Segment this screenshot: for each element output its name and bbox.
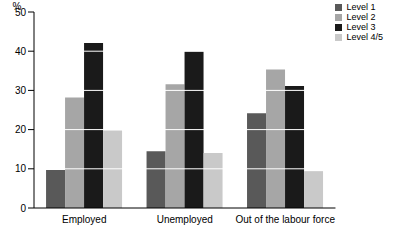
svg-text:Employed: Employed	[62, 214, 106, 225]
svg-text:50: 50	[14, 6, 26, 18]
html-text:Level 2: Level 2	[346, 12, 376, 22]
svg-text:Out of the labour force: Out of the labour force	[235, 214, 335, 225]
html-text:Level 3: Level 3	[346, 22, 376, 32]
html-text:Level 4/5: Level 4/5	[346, 32, 383, 42]
svg-text:Unemployed: Unemployed	[157, 214, 213, 225]
svg-text:20: 20	[15, 124, 27, 135]
svg-text:%: %	[13, 1, 22, 12]
svg-text:10: 10	[15, 163, 27, 174]
html-text:Level 1: Level 1	[346, 2, 376, 12]
svg-text:40: 40	[15, 46, 27, 57]
svg-text:30: 30	[15, 85, 27, 96]
svg-text:0: 0	[20, 203, 26, 214]
